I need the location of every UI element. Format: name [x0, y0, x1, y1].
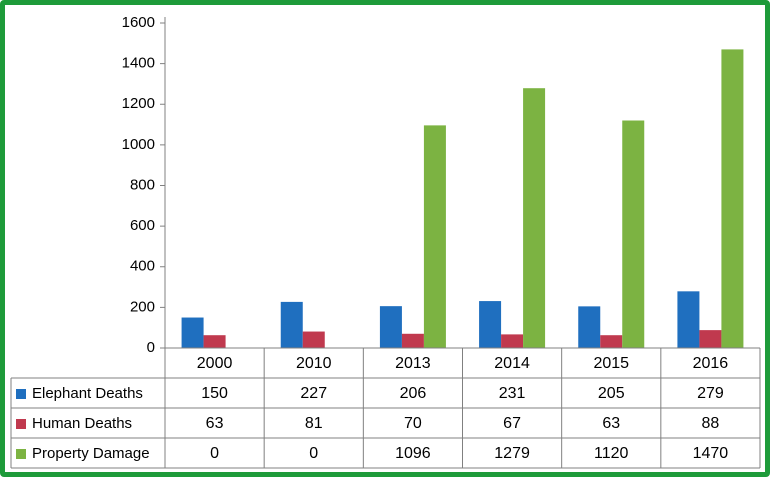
legend-label: Human Deaths	[32, 415, 132, 432]
data-value-label: 1096	[395, 445, 431, 462]
bar-human-deaths	[302, 331, 325, 348]
data-value-label: 227	[300, 385, 327, 402]
data-value-label: 0	[309, 445, 318, 462]
data-value-label: 63	[206, 415, 224, 432]
data-value-label: 279	[697, 385, 724, 402]
y-tick-label: 1400	[122, 55, 155, 72]
category-label: 2010	[296, 355, 332, 372]
y-tick-label: 200	[130, 298, 155, 315]
data-value-label: 231	[499, 385, 526, 402]
bar-chart: 0 200 400 600 800 1000 1200 1400 1600 2000 2010 201…	[10, 14, 761, 469]
bar-property-damage	[721, 49, 744, 348]
bar-property-damage	[523, 88, 546, 348]
y-tick-label: 600	[130, 217, 155, 234]
data-value-label: 1120	[594, 445, 629, 462]
data-value-label: 206	[400, 385, 427, 402]
data-value-label: 1279	[494, 445, 530, 462]
bar-elephant-deaths	[181, 317, 204, 348]
bar-property-damage	[622, 120, 645, 348]
legend-swatch-elephant-deaths	[16, 389, 26, 399]
y-tick-label: 400	[130, 258, 155, 275]
data-value-label: 150	[201, 385, 228, 402]
data-value-label: 81	[305, 415, 323, 432]
legend-swatch-property-damage	[16, 449, 26, 459]
bar-property-damage	[423, 125, 446, 348]
bar-human-deaths	[401, 333, 424, 348]
bar-human-deaths	[699, 330, 722, 348]
y-tick-label: 1200	[122, 95, 155, 112]
data-value-label: 63	[602, 415, 620, 432]
bar-elephant-deaths	[379, 306, 402, 348]
data-value-label: 0	[210, 445, 219, 462]
legend-label: Elephant Deaths	[32, 385, 143, 402]
bar-human-deaths	[203, 335, 226, 348]
data-value-label: 67	[503, 415, 521, 432]
category-label: 2000	[197, 355, 233, 372]
category-label: 2015	[593, 355, 629, 372]
bar-elephant-deaths	[677, 291, 700, 348]
category-label: 2014	[494, 355, 530, 372]
data-value-label: 1470	[693, 445, 729, 462]
category-label: 2016	[693, 355, 729, 372]
data-value-label: 88	[702, 415, 720, 432]
data-value-label: 70	[404, 415, 422, 432]
y-tick-label: 1000	[122, 136, 155, 153]
y-tick-label: 0	[147, 339, 155, 356]
category-label: 2013	[395, 355, 431, 372]
bar-elephant-deaths	[280, 301, 303, 348]
y-tick-label: 800	[130, 176, 155, 193]
legend-swatch-human-deaths	[16, 419, 26, 429]
bar-human-deaths	[600, 335, 623, 348]
bar-human-deaths	[501, 334, 524, 348]
bar-elephant-deaths	[479, 301, 502, 348]
legend-label: Property Damage	[32, 445, 150, 462]
data-value-label: 205	[598, 385, 625, 402]
bar-elephant-deaths	[578, 306, 601, 348]
y-tick-label: 1600	[122, 14, 155, 31]
